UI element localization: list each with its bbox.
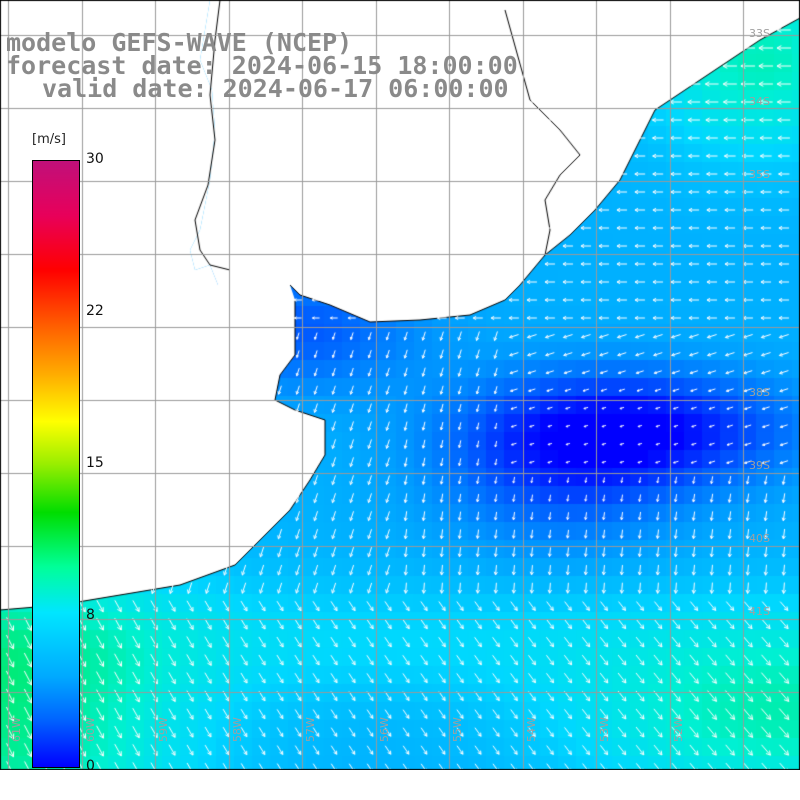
lat-label: 35S <box>749 168 770 181</box>
lon-label: 57W <box>304 717 317 742</box>
colorbar-tick-0: 0 <box>86 758 95 774</box>
lat-label: 38S <box>749 386 770 399</box>
lon-label: 60W <box>84 717 97 742</box>
colorbar-unit: [m/s] <box>32 132 66 147</box>
colorbar <box>32 160 80 768</box>
model-title: modelo GEFS-WAVE (NCEP) <box>6 28 353 57</box>
lat-label: 39S <box>749 459 770 472</box>
lon-label: 52W <box>672 717 685 742</box>
wind-speed-map <box>0 0 800 770</box>
lon-label: 61W <box>10 717 23 742</box>
lat-label: 41S <box>749 605 770 618</box>
lon-label: 56W <box>378 717 391 742</box>
forecast-date: forecast date: 2024-06-15 18:00:00 <box>6 51 518 80</box>
colorbar-tick-15: 15 <box>86 455 104 471</box>
lon-label: 55W <box>451 717 464 742</box>
colorbar-tick-22: 22 <box>86 303 104 319</box>
lon-label: 53W <box>598 717 611 742</box>
lat-label: 34S <box>749 95 770 108</box>
colorbar-tick-8: 8 <box>86 607 95 623</box>
colorbar-tick-30: 30 <box>86 151 104 167</box>
lat-label: 33S <box>749 27 770 40</box>
valid-date: valid date: 2024-06-17 06:00:00 <box>42 74 509 103</box>
lat-label: 40S <box>749 532 770 545</box>
lon-label: 54W <box>525 717 538 742</box>
lon-label: 59W <box>157 717 170 742</box>
lon-label: 58W <box>231 717 244 742</box>
